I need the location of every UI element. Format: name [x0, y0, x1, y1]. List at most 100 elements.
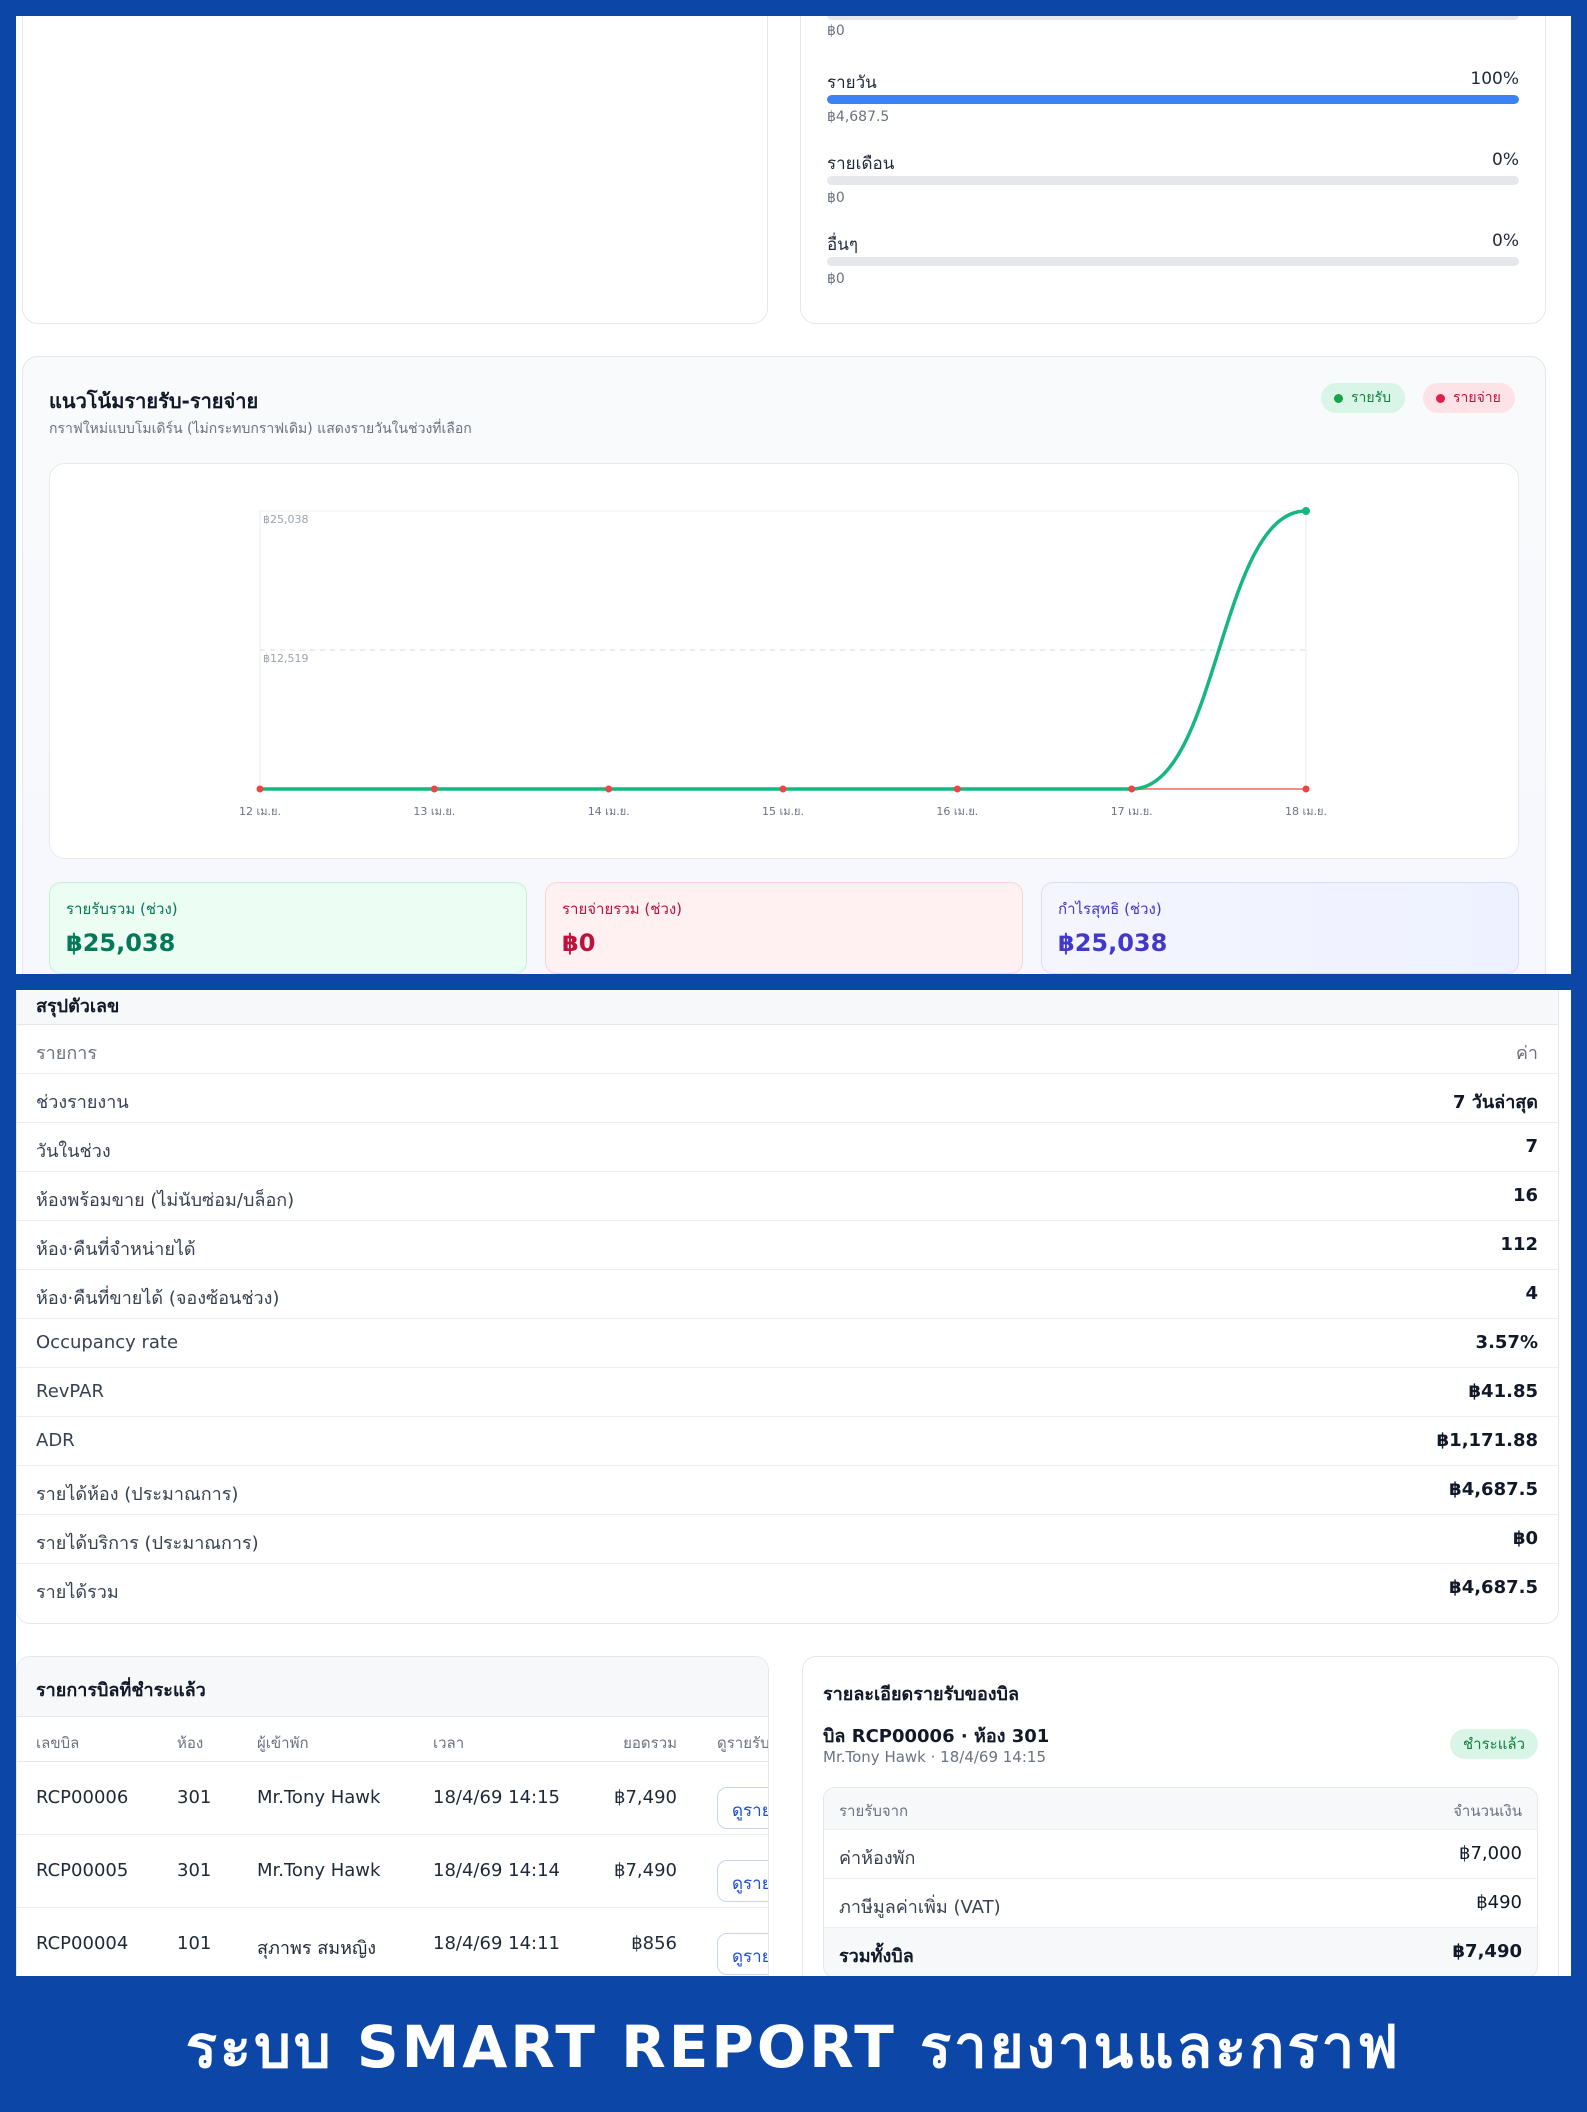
channel-label: รายวัน — [827, 73, 877, 93]
bill-total: ฿856 — [631, 1933, 677, 1954]
summary-table: สรุปตัวเลข รายการ ค่า ช่วงรายงาน 7 วันล่า… — [16, 990, 1559, 1624]
summary-row: ห้องพร้อมขาย (ไม่นับซ่อม/บล็อก) 16 — [17, 1172, 1558, 1221]
detail-amount: ฿490 — [1476, 1892, 1522, 1913]
bottom-screenshot: สรุปตัวเลข รายการ ค่า ช่วงรายงาน 7 วันล่า… — [16, 990, 1571, 1976]
banner-title: ระบบ SMART REPORT รายงานและกราฟ — [185, 2012, 1402, 2081]
summary-value: 7 — [1525, 1136, 1538, 1157]
left-top-card — [22, 16, 768, 324]
summary-value: ฿1,171.88 — [1436, 1430, 1538, 1451]
summary-item: รายได้รวม — [36, 1582, 119, 1603]
detail-header-source: รายรับจาก — [839, 1802, 909, 1820]
stat-profit-label: กำไรสุทธิ (ช่วง) — [1058, 900, 1162, 918]
channel-row-other: อื่นๆ 0% ฿0 — [827, 231, 1519, 293]
x-tick-label: 17 เม.ย. — [1111, 805, 1153, 818]
summary-row: ห้อง·คืนที่ขายได้ (จองซ้อนช่วง) 4 — [17, 1270, 1558, 1319]
x-tick-label: 13 เม.ย. — [413, 805, 455, 818]
summary-item: Occupancy rate — [36, 1332, 179, 1353]
col-view: ดูรายรับ — [717, 1734, 769, 1752]
summary-value: 112 — [1500, 1234, 1538, 1255]
channel-bar — [827, 95, 1519, 104]
channel-bar-fill — [827, 95, 1519, 104]
detail-row: ค่าห้องพัก ฿7,000 — [824, 1830, 1537, 1879]
x-tick-label: 18 เม.ย. — [1285, 805, 1327, 818]
channel-breakdown-card: ฿0 รายวัน 100% ฿4,687.5 รายเดือน 0% ฿0 อ… — [800, 16, 1546, 324]
stat-expense-label: รายจ่ายรวม (ช่วง) — [562, 900, 683, 918]
summary-row: วันในช่วง 7 — [17, 1123, 1558, 1172]
y-tick-label: ฿25,038 — [263, 513, 309, 526]
bill-number: RCP00005 — [36, 1860, 129, 1881]
bill-time: 18/4/69 14:11 — [433, 1933, 560, 1954]
x-tick-label: 14 เม.ย. — [588, 805, 630, 818]
channel-percent: 0% — [1492, 150, 1519, 170]
expense-point — [1128, 785, 1136, 793]
summary-item: ห้อง·คืนที่จำหน่ายได้ — [36, 1239, 196, 1260]
summary-value: 16 — [1512, 1185, 1538, 1206]
detail-source: ภาษีมูลค่าเพิ่ม (VAT) — [839, 1897, 1001, 1918]
summary-item: ห้องพร้อมขาย (ไม่นับซ่อม/บล็อก) — [36, 1190, 295, 1211]
expense-point — [1302, 785, 1310, 793]
channel-percent: 0% — [1492, 231, 1519, 251]
detail-row: ภาษีมูลค่าเพิ่ม (VAT) ฿490 — [824, 1879, 1537, 1928]
summary-title: สรุปตัวเลข — [17, 990, 1558, 1025]
channel-row-monthly: รายเดือน 0% ฿0 — [827, 150, 1519, 212]
summary-item: วันในช่วง — [36, 1141, 111, 1162]
summary-value: ฿4,687.5 — [1449, 1479, 1538, 1500]
detail-header-amount: จำนวนเงิน — [1453, 1802, 1522, 1820]
bill-detail-table: รายรับจาก จำนวนเงิน ค่าห้องพัก ฿7,000 ภา… — [823, 1787, 1538, 1976]
table-row[interactable]: RCP00006 301 Mr.Tony Hawk 18/4/69 14:15 … — [17, 1762, 768, 1835]
trend-card: แนวโน้มรายรับ-รายจ่าย กราฟใหม่แบบโมเดิร์… — [22, 356, 1546, 974]
detail-amount: ฿7,000 — [1459, 1843, 1522, 1864]
trend-subtitle: กราฟใหม่แบบโมเดิร์น (ไม่กระทบกราฟเดิม) แ… — [49, 421, 472, 437]
summary-row: รายได้รวม ฿4,687.5 — [17, 1564, 1558, 1613]
legend-income[interactable]: รายรับ — [1321, 383, 1405, 413]
bill-guest: Mr.Tony Hawk — [257, 1860, 381, 1881]
summary-item: RevPAR — [36, 1381, 104, 1402]
paid-bills-card: รายการบิลที่ชำระแล้ว เลขบิล ห้อง ผู้เข้า… — [16, 1656, 769, 1976]
table-row[interactable]: RCP00005 301 Mr.Tony Hawk 18/4/69 14:14 … — [17, 1835, 768, 1908]
summary-row: RevPAR ฿41.85 — [17, 1368, 1558, 1417]
summary-item: ห้อง·คืนที่ขายได้ (จองซ้อนช่วง) — [36, 1288, 280, 1309]
expense-point — [953, 785, 961, 793]
bill-guest: Mr.Tony Hawk — [257, 1787, 381, 1808]
status-badge: ชำระแล้ว — [1450, 1729, 1538, 1759]
bill-total: ฿7,490 — [614, 1860, 677, 1881]
y-tick-label: ฿12,519 — [263, 652, 309, 665]
stat-profit-value: ฿25,038 — [1058, 929, 1168, 957]
channel-amount: ฿4,687.5 — [827, 109, 890, 125]
channel-percent: 100% — [1470, 69, 1519, 89]
view-income-button[interactable]: ดูราย — [717, 1933, 768, 1975]
expense-dot-icon — [1436, 394, 1445, 403]
income-series-line — [258, 509, 1308, 791]
channel-amount: ฿0 — [827, 190, 845, 206]
bill-guest: สุภาพร สมหญิง — [257, 1938, 377, 1959]
promo-banner: ระบบ SMART REPORT รายงานและกราฟ — [0, 1980, 1587, 2112]
summary-row: ห้อง·คืนที่จำหน่ายได้ 112 — [17, 1221, 1558, 1270]
legend-expense-label: รายจ่าย — [1453, 390, 1501, 406]
view-income-button[interactable]: ดูราย — [717, 1787, 768, 1829]
channel-row-daily: รายวัน 100% ฿4,687.5 — [827, 69, 1519, 131]
summary-item: ช่วงรายงาน — [36, 1092, 129, 1113]
channel-bar — [827, 176, 1519, 185]
detail-header-row: รายรับจาก จำนวนเงิน — [824, 1788, 1537, 1830]
stat-expense: รายจ่ายรวม (ช่วง) ฿0 — [545, 882, 1023, 974]
legend-expense[interactable]: รายจ่าย — [1423, 383, 1515, 413]
col-guest: ผู้เข้าพัก — [257, 1734, 309, 1752]
summary-header-value: ค่า — [1515, 1043, 1538, 1064]
detail-source: ค่าห้องพัก — [839, 1848, 916, 1869]
col-time: เวลา — [433, 1734, 465, 1752]
view-income-button[interactable]: ดูราย — [717, 1860, 768, 1902]
summary-item: ADR — [36, 1430, 75, 1451]
x-tick-label: 15 เม.ย. — [762, 805, 804, 818]
summary-row: รายได้ห้อง (ประมาณการ) ฿4,687.5 — [17, 1466, 1558, 1515]
col-total: ยอดรวม — [623, 1734, 677, 1752]
expense-point — [256, 785, 264, 793]
summary-value: 7 วันล่าสุด — [1452, 1092, 1538, 1113]
legend-income-label: รายรับ — [1351, 390, 1391, 406]
channel-amount: ฿0 — [827, 23, 845, 39]
summary-header-row: รายการ ค่า — [17, 1025, 1558, 1074]
channel-label: อื่นๆ — [827, 235, 858, 255]
bill-total: ฿7,490 — [614, 1787, 677, 1808]
table-row[interactable]: RCP00004 101 สุภาพร สมหญิง 18/4/69 14:11… — [17, 1908, 768, 1976]
summary-item: รายได้ห้อง (ประมาณการ) — [36, 1484, 239, 1505]
summary-item: รายได้บริการ (ประมาณการ) — [36, 1533, 259, 1554]
